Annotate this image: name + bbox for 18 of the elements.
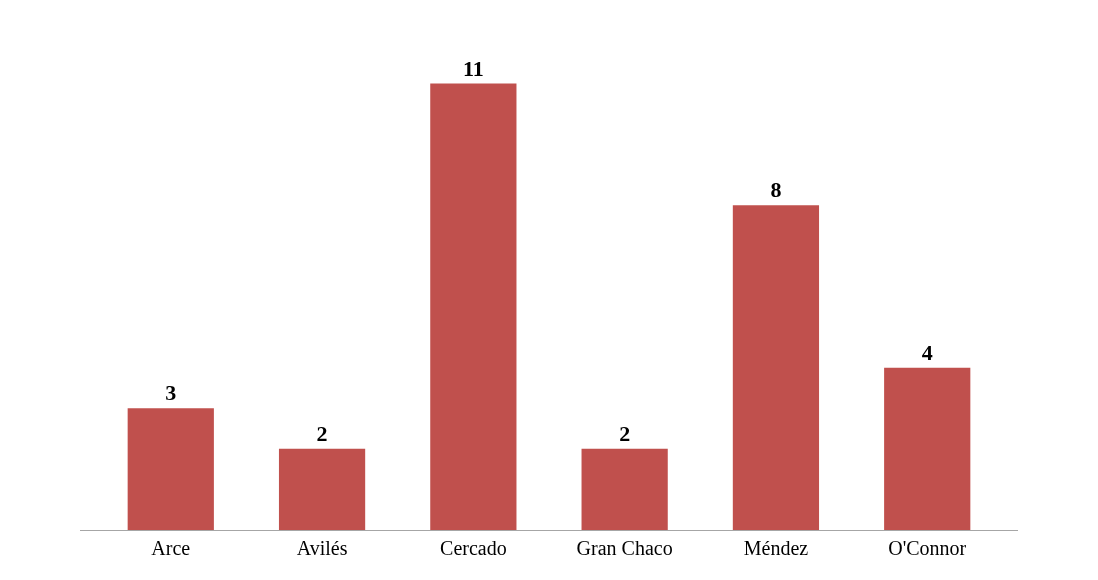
data-label: 2 (619, 420, 631, 446)
bar (732, 205, 820, 530)
x-tick-label: Avilés (296, 537, 348, 559)
data-label: 8 (770, 177, 782, 203)
bar (884, 367, 971, 530)
data-label: 4 (921, 339, 933, 365)
data-label: 2 (316, 420, 328, 446)
bar (430, 83, 517, 530)
data-label: 3 (165, 380, 177, 406)
x-tick-label: O'Connor (888, 537, 967, 559)
bar (127, 408, 214, 530)
x-tick-label: Méndez (743, 537, 809, 559)
x-tick-label: Arce (151, 537, 191, 559)
data-label: 11 (462, 55, 484, 81)
bar (278, 448, 366, 530)
bar (581, 448, 668, 530)
x-tick-label: Gran Chaco (576, 537, 673, 559)
x-tick-label: Cercado (440, 537, 507, 559)
